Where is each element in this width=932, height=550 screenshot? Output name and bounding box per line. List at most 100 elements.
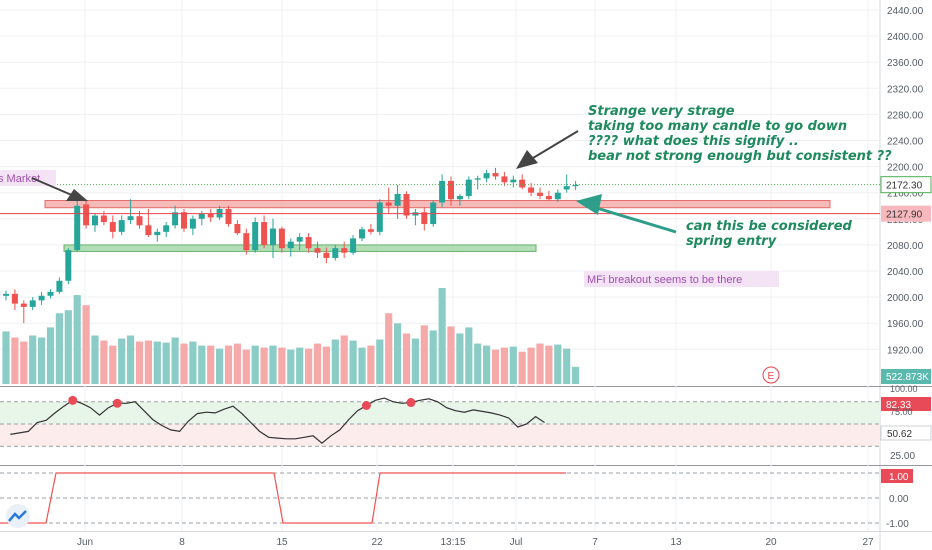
- volume-bar: [554, 344, 562, 384]
- candle-body: [501, 176, 508, 183]
- price-tick-label: 2240.00: [887, 137, 924, 148]
- volume-bar: [153, 341, 161, 384]
- price-tick-label: 1920.00: [887, 345, 924, 356]
- annotation-top-line-1: Strange very strage: [588, 104, 735, 119]
- volume-bar: [483, 345, 491, 384]
- volume-bar: [180, 343, 188, 384]
- signal-line: [0, 472, 566, 524]
- annotation-right-line-1: can this be considered: [686, 219, 853, 234]
- volume-bar: [162, 342, 170, 384]
- signal-current-badge: [881, 469, 913, 483]
- volume-bar: [73, 295, 81, 384]
- candle-body: [252, 222, 259, 251]
- volume-bar: [20, 341, 28, 384]
- signal-tick-label: -1.00: [886, 519, 909, 530]
- annotation-top-line-4: bear not strong enough but consistent ??: [588, 149, 892, 164]
- candle-body: [74, 205, 81, 251]
- candle-body: [394, 194, 401, 206]
- volume-bar: [216, 348, 224, 384]
- candle-body: [350, 238, 357, 253]
- red-level-badge: [881, 205, 931, 222]
- volume-bar: [242, 349, 250, 384]
- candle-body: [172, 212, 179, 226]
- volume-bar: [260, 347, 268, 384]
- logo-icon[interactable]: [6, 504, 30, 528]
- volume-bar: [313, 343, 322, 384]
- mfi-marker: [68, 395, 78, 405]
- volume-bar: [224, 345, 233, 384]
- signal-current-label: 1.00: [889, 472, 909, 483]
- candle-body: [456, 195, 463, 200]
- volume-bar: [491, 349, 500, 384]
- volume-bar: [127, 335, 135, 384]
- candle-body: [510, 179, 517, 183]
- candle-body: [528, 187, 535, 193]
- candle-body: [403, 194, 410, 216]
- price-tick-label: 2000.00: [887, 293, 924, 304]
- volume-bar: [456, 333, 464, 384]
- volume-bar: [518, 351, 526, 384]
- market-label-text: s Market: [0, 173, 40, 185]
- candle-body: [100, 215, 107, 223]
- mfi-tick-label: 75.00: [890, 407, 913, 417]
- candle-body: [314, 248, 321, 253]
- mfi-upper-label: 82.33: [886, 400, 911, 411]
- volume-bar: [135, 341, 144, 384]
- candle-body: [545, 195, 552, 200]
- volume-bar: [429, 330, 437, 384]
- candle-body: [492, 173, 499, 177]
- candle-body: [483, 173, 490, 179]
- time-tick-label: 8: [179, 537, 185, 548]
- volume-bar: [402, 333, 411, 384]
- candle-body: [11, 293, 18, 304]
- volume-bar: [29, 335, 37, 384]
- candle-body: [136, 216, 143, 226]
- mfi-marker: [361, 401, 371, 410]
- candle-body: [127, 216, 134, 221]
- volume-bar: [109, 345, 117, 384]
- volume-bar: [465, 327, 473, 384]
- time-tick-label: 22: [371, 537, 383, 548]
- grid-layer: [0, 0, 880, 531]
- volume-bar: [269, 345, 277, 384]
- volume-bar: [189, 341, 197, 384]
- candle-body: [198, 213, 205, 219]
- price-tick-label: 2280.00: [887, 110, 924, 121]
- volume-bar: [11, 337, 19, 384]
- volume-bar: [563, 348, 571, 384]
- volume-bar: [82, 305, 90, 384]
- volume-bar: [527, 347, 535, 384]
- price-tick-label: 2320.00: [887, 84, 924, 95]
- candle-body: [145, 225, 152, 236]
- volume-bar: [447, 326, 455, 384]
- earnings-badge-text: E: [768, 371, 775, 382]
- candle-body: [56, 280, 63, 292]
- annotation-top-line-2: taking too many candle to go down: [588, 119, 847, 134]
- volume-bar: [296, 347, 304, 384]
- volume-bar: [118, 338, 126, 384]
- mfi-current-badge: [880, 425, 932, 441]
- mfi-tick-label: 25.00: [890, 451, 915, 462]
- signal-layer: [0, 472, 880, 524]
- time-tick-label: 7: [592, 537, 598, 548]
- volume-bar: [64, 310, 72, 384]
- candle-body: [341, 248, 348, 253]
- volume-layer: [2, 288, 580, 384]
- price-tick-label: 2200.00: [887, 163, 924, 174]
- levels-layer: [0, 184, 880, 215]
- candle-body: [287, 241, 294, 249]
- mfi-overbought-band: [0, 401, 880, 424]
- mfi-note: MFi breakout seems to be there: [584, 271, 779, 287]
- volume-bar: [500, 347, 508, 384]
- volume-bar: [474, 343, 482, 384]
- candle-body: [207, 213, 214, 218]
- candle-body: [385, 202, 392, 206]
- volume-bar: [55, 313, 63, 384]
- volume-bar: [233, 343, 241, 384]
- candle-body: [563, 186, 570, 190]
- candle-body: [465, 179, 472, 196]
- earnings-badge[interactable]: E: [762, 366, 780, 384]
- candle-body: [296, 237, 303, 242]
